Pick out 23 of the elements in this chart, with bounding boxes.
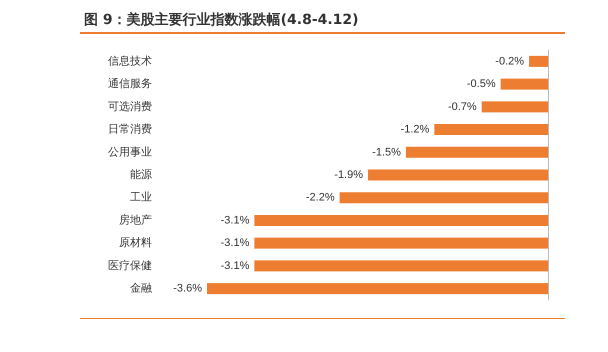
- data-label: -3.6%: [173, 282, 202, 295]
- data-label: -3.1%: [220, 214, 250, 226]
- y-tick-label: 原材料: [119, 236, 152, 250]
- y-tick-label: 医疗保健: [108, 258, 152, 272]
- data-label: -3.1%: [220, 237, 250, 250]
- y-tick-label: 公用事业: [108, 145, 152, 158]
- y-tick-label: 金融: [130, 282, 152, 295]
- data-label: -0.2%: [495, 55, 524, 68]
- data-label: -0.7%: [448, 100, 477, 113]
- data-label: -1.9%: [334, 169, 364, 181]
- data-label: -0.5%: [466, 78, 496, 90]
- data-label: -1.2%: [400, 124, 430, 136]
- y-tick-label: 房地产: [119, 213, 152, 226]
- y-tick-label: 工业: [130, 190, 152, 204]
- data-label: -2.2%: [306, 192, 335, 204]
- data-label: -1.5%: [372, 146, 402, 158]
- chart-title: 图 9：美股主要行业指数涨跌幅(4.8-4.12): [80, 8, 565, 34]
- y-tick-label: 能源: [130, 168, 152, 181]
- y-tick-label: 通信服务: [108, 77, 152, 90]
- y-tick-label: 可选消费: [108, 100, 152, 113]
- data-label: -3.1%: [220, 260, 250, 272]
- y-tick-label: 日常消费: [108, 122, 152, 136]
- y-tick-label: 信息技术: [108, 54, 152, 68]
